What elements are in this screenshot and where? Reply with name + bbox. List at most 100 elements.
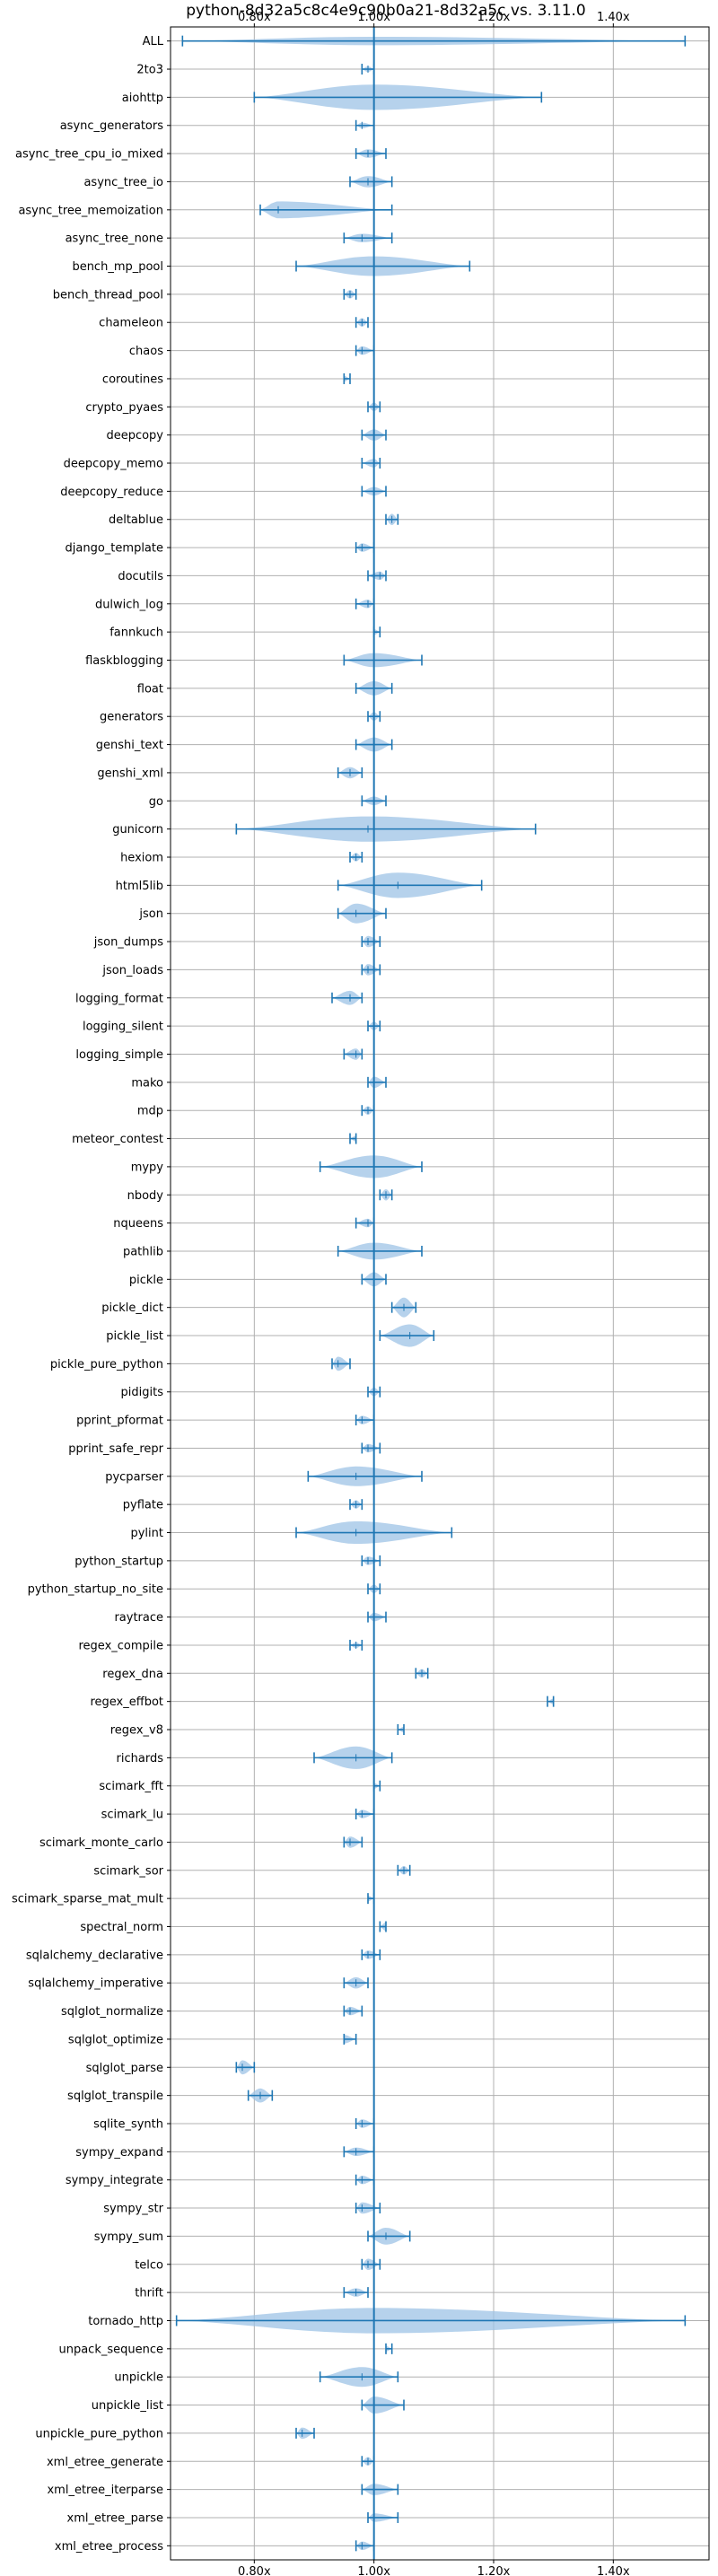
category-label: richards [117, 1752, 164, 1766]
category-label: python_startup_no_site [28, 1583, 163, 1597]
category-label: xml_etree_process [55, 2540, 163, 2554]
category-label: sqlglot_optimize [68, 2033, 163, 2046]
category-label: tornado_http [88, 2315, 163, 2328]
category-label: deepcopy [106, 429, 163, 442]
category-label: json_loads [101, 964, 163, 977]
category-label: deepcopy_memo [64, 458, 163, 471]
category-label: sqlglot_parse [86, 2062, 163, 2075]
category-label: docutils [118, 570, 163, 583]
chart-title: python-8d32a5c8c4e9c90b0a21-8d32a5c vs. … [186, 2, 585, 20]
category-label: logging_silent [83, 1021, 163, 1034]
category-label: json_dumps [93, 936, 163, 950]
category-label: genshi_text [96, 739, 163, 752]
category-label: mako [131, 1076, 163, 1090]
category-label: sympy_expand [75, 2146, 163, 2160]
violins [175, 35, 687, 2552]
category-label: xml_etree_parse [67, 2511, 163, 2525]
category-label: telco [135, 2258, 163, 2272]
category-label: pickle_dict [101, 1301, 163, 1315]
category-label: spectral_norm [80, 1921, 163, 1934]
category-label: async_tree_memoization [18, 204, 163, 217]
category-label: mypy [131, 1161, 164, 1174]
category-label: chaos [129, 345, 163, 358]
category-labels: ALL 2to3 aiohttp async_generators async_tree… [12, 35, 171, 2554]
category-label: sqlglot_transpile [67, 2090, 163, 2103]
category-label: regex_compile [78, 1639, 163, 1652]
category-label: logging_simple [75, 1048, 163, 1062]
category-label: crypto_pyaes [85, 401, 163, 415]
category-label: html5lib [116, 880, 163, 893]
category-label: json [138, 907, 163, 921]
category-label: nqueens [113, 1217, 163, 1231]
category-label: genshi_xml [97, 767, 163, 780]
category-label: nbody [127, 1189, 164, 1203]
category-label: deltablue [109, 513, 163, 527]
plot-frame [170, 26, 710, 2561]
category-label: django_template [66, 542, 163, 556]
category-label: regex_v8 [110, 1724, 163, 1738]
category-label: go [149, 795, 163, 809]
category-label: pickle [129, 1274, 163, 1287]
category-label: pidigits [121, 1386, 164, 1399]
category-label: sympy_str [103, 2203, 163, 2216]
category-label: async_tree_none [66, 232, 163, 246]
category-label: sympy_integrate [66, 2174, 163, 2187]
category-label: chameleon [99, 317, 163, 330]
category-label: bench_mp_pool [72, 260, 163, 274]
category-label: pprint_pformat [76, 1415, 163, 1428]
category-label: xml_etree_iterparse [47, 2484, 163, 2497]
category-label: mdp [137, 1105, 163, 1118]
x-tick-label-top: 1.00x [357, 11, 390, 24]
category-label: dulwich_log [95, 598, 163, 611]
category-label: sqlglot_normalize [61, 2005, 163, 2019]
x-tick-label-top: 0.80x [238, 11, 271, 24]
category-label: deepcopy_reduce [60, 486, 163, 499]
x-tick-label-bottom: 1.40x [597, 2565, 630, 2576]
category-label: raytrace [114, 1611, 163, 1625]
category-label: scimark_sor [93, 1864, 163, 1878]
category-label: regex_effbot [90, 1695, 163, 1709]
grid [171, 27, 709, 2560]
x-tick-label-top: 1.40x [597, 11, 630, 24]
category-label: sqlite_synth [93, 2117, 163, 2131]
category-label: xml_etree_generate [47, 2456, 163, 2469]
category-label: hexiom [120, 851, 163, 864]
category-label: scimark_monte_carlo [39, 1836, 163, 1850]
category-label: python_startup [74, 1555, 163, 1568]
category-label: regex_dna [102, 1668, 163, 1681]
category-label: scimark_fft [99, 1780, 163, 1793]
category-label: generators [100, 711, 163, 724]
category-label: pprint_safe_repr [68, 1442, 163, 1456]
category-label: sqlalchemy_imperative [28, 1977, 163, 1991]
x-tick-label-bottom: 0.80x [238, 2565, 271, 2576]
category-label: aiohttp [122, 92, 163, 105]
category-label: 2to3 [136, 64, 163, 77]
x-tick-label-bottom: 1.00x [357, 2565, 390, 2576]
category-label: scimark_lu [101, 1809, 163, 1822]
category-label: thrift [135, 2287, 163, 2300]
category-label: async_generators [60, 119, 164, 133]
category-label: bench_thread_pool [53, 288, 163, 302]
category-label: pyflate [123, 1499, 163, 1512]
category-label: async_tree_io [83, 176, 163, 189]
category-label: flaskblogging [85, 654, 163, 668]
category-label: unpack_sequence [58, 2343, 163, 2356]
category-label: sympy_sum [94, 2230, 163, 2244]
category-label: pylint [130, 1527, 163, 1540]
category-label: async_tree_cpu_io_mixed [15, 148, 163, 162]
category-label: unpickle [114, 2371, 163, 2385]
category-label: float [137, 682, 163, 696]
category-label: unpickle_pure_python [35, 2427, 163, 2440]
x-tick-label-bottom: 1.20x [477, 2565, 511, 2576]
category-label: fannkuch [109, 626, 163, 640]
category-label: sqlalchemy_declarative [26, 1949, 163, 1962]
category-label: gunicorn [112, 823, 163, 837]
category-label: meteor_contest [72, 1133, 163, 1146]
category-label: pycparser [105, 1470, 163, 1484]
category-label: logging_format [75, 992, 163, 1005]
category-label: coroutines [102, 372, 163, 386]
category-label: pathlib [123, 1245, 163, 1258]
x-axis-labels: 0.80x 0.80x 1.00x 1.00x 1.20x 1.20x 1.40x 1.40x [238, 11, 630, 2576]
category-label: pickle_pure_python [50, 1358, 163, 1371]
